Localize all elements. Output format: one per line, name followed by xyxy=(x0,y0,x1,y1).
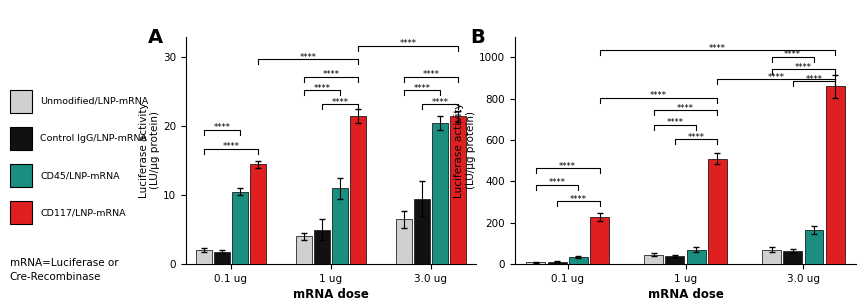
Text: ****: **** xyxy=(222,142,240,151)
X-axis label: mRNA dose: mRNA dose xyxy=(293,288,368,301)
Bar xyxy=(804,230,823,264)
Text: ****: **** xyxy=(400,39,416,48)
Bar xyxy=(314,230,330,264)
Bar xyxy=(396,219,412,264)
Text: ****: **** xyxy=(650,91,667,100)
Text: ****: **** xyxy=(570,195,586,204)
Text: whole bone marrow (WBM) cell: whole bone marrow (WBM) cell xyxy=(260,6,423,16)
Text: ****: **** xyxy=(323,70,339,79)
Text: ****: **** xyxy=(666,118,683,127)
Bar xyxy=(644,255,663,264)
Bar xyxy=(527,262,545,264)
Text: ****: **** xyxy=(299,53,317,62)
Bar xyxy=(413,199,430,264)
Text: ****: **** xyxy=(708,44,726,53)
Text: CD117/LNP-mRNA: CD117/LNP-mRNA xyxy=(40,208,125,217)
Text: ****: **** xyxy=(805,75,823,84)
X-axis label: mRNA dose: mRNA dose xyxy=(648,288,723,301)
Y-axis label: Luciferase activity
(LU/µg protein): Luciferase activity (LU/µg protein) xyxy=(454,103,476,198)
Bar xyxy=(762,250,781,264)
Bar xyxy=(569,257,587,264)
FancyBboxPatch shape xyxy=(10,201,32,224)
Text: CD45/LNP-mRNA: CD45/LNP-mRNA xyxy=(40,171,119,180)
Text: ****: **** xyxy=(688,133,705,142)
Bar xyxy=(784,251,802,264)
Bar xyxy=(196,250,212,264)
Text: ****: **** xyxy=(331,98,349,107)
Text: Control IgG/LNP-mRNA: Control IgG/LNP-mRNA xyxy=(40,134,147,143)
Text: ****: **** xyxy=(548,178,566,187)
Bar xyxy=(250,164,266,264)
Bar xyxy=(450,116,465,264)
Bar xyxy=(296,236,312,264)
Bar xyxy=(590,217,609,264)
Text: ****: **** xyxy=(795,63,812,72)
Bar xyxy=(826,86,844,264)
Bar xyxy=(708,159,727,264)
FancyBboxPatch shape xyxy=(10,90,32,113)
Bar xyxy=(214,252,230,264)
Bar xyxy=(332,188,348,264)
Bar xyxy=(687,250,706,264)
Text: B: B xyxy=(471,28,485,47)
Text: ****: **** xyxy=(768,73,785,82)
Bar xyxy=(665,256,684,264)
Text: ****: **** xyxy=(313,84,330,93)
Text: ****: **** xyxy=(422,70,439,79)
Bar xyxy=(349,116,366,264)
Text: ****: **** xyxy=(432,98,448,107)
Y-axis label: Luciferase activity
(LU/µg protein): Luciferase activity (LU/µg protein) xyxy=(138,103,160,198)
Bar xyxy=(232,192,248,264)
Bar xyxy=(548,262,567,264)
Text: ****: **** xyxy=(214,123,230,132)
Text: hematopoietic progenitors (Lin⁻) cells: hematopoietic progenitors (Lin⁻) cells xyxy=(554,6,752,16)
Text: A: A xyxy=(148,28,163,47)
FancyBboxPatch shape xyxy=(10,127,32,150)
Text: Unmodified/LNP-mRNA: Unmodified/LNP-mRNA xyxy=(40,97,148,106)
FancyBboxPatch shape xyxy=(10,164,32,187)
Bar xyxy=(432,123,448,264)
Text: ****: **** xyxy=(785,50,801,59)
Text: mRNA=Luciferase or
Cre-Recombinase: mRNA=Luciferase or Cre-Recombinase xyxy=(10,258,119,282)
Text: ****: **** xyxy=(677,104,694,113)
Text: ****: **** xyxy=(559,162,576,171)
Text: ****: **** xyxy=(413,84,430,93)
